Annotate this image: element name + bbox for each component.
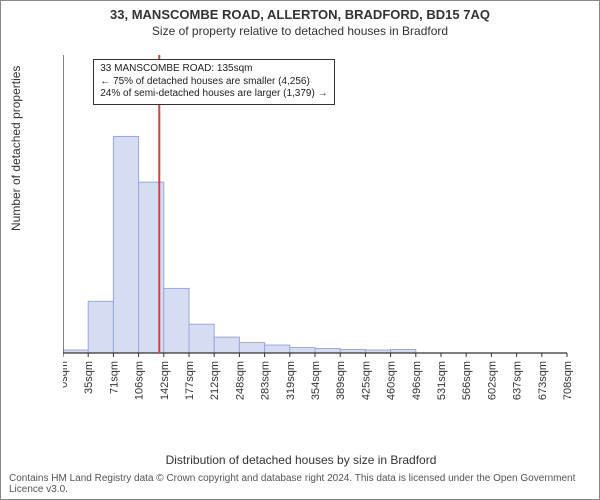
histogram-plot: 0500100015002000250030000sqm35sqm71sqm10… (63, 51, 573, 421)
svg-text:35sqm: 35sqm (83, 361, 95, 394)
title-subtitle: Size of property relative to detached ho… (1, 24, 599, 38)
x-axis-label: Distribution of detached houses by size … (1, 453, 600, 467)
svg-text:212sqm: 212sqm (209, 361, 221, 400)
svg-text:354sqm: 354sqm (310, 361, 322, 400)
svg-text:177sqm: 177sqm (184, 361, 196, 400)
svg-text:602sqm: 602sqm (486, 361, 498, 400)
svg-text:425sqm: 425sqm (360, 361, 372, 400)
svg-text:389sqm: 389sqm (335, 361, 347, 400)
y-axis-label: Number of detached properties (9, 66, 23, 231)
svg-text:0sqm: 0sqm (63, 361, 70, 388)
svg-text:106sqm: 106sqm (134, 361, 146, 400)
chart-area: 0500100015002000250030000sqm35sqm71sqm10… (63, 51, 573, 421)
annotation-line3: 24% of semi-detached houses are larger (… (100, 88, 327, 101)
svg-text:142sqm: 142sqm (159, 361, 171, 400)
footer-attribution: Contains HM Land Registry data © Crown c… (9, 473, 599, 495)
svg-text:708sqm: 708sqm (562, 361, 573, 400)
annotation-box: 33 MANSCOMBE ROAD: 135sqm ← 75% of detac… (93, 59, 334, 105)
svg-text:496sqm: 496sqm (411, 361, 423, 400)
svg-text:566sqm: 566sqm (461, 361, 473, 400)
svg-text:531sqm: 531sqm (436, 361, 448, 400)
chart-container: 33, MANSCOMBE ROAD, ALLERTON, BRADFORD, … (0, 0, 600, 500)
svg-text:283sqm: 283sqm (260, 361, 272, 400)
svg-text:71sqm: 71sqm (108, 361, 120, 394)
annotation-line1: 33 MANSCOMBE ROAD: 135sqm (100, 63, 327, 76)
svg-text:248sqm: 248sqm (234, 361, 246, 400)
svg-text:319sqm: 319sqm (285, 361, 297, 400)
annotation-line2: ← 75% of detached houses are smaller (4,… (100, 76, 327, 89)
svg-text:673sqm: 673sqm (537, 361, 549, 400)
title-address: 33, MANSCOMBE ROAD, ALLERTON, BRADFORD, … (1, 7, 599, 22)
svg-text:637sqm: 637sqm (512, 361, 524, 400)
svg-text:460sqm: 460sqm (386, 361, 398, 400)
